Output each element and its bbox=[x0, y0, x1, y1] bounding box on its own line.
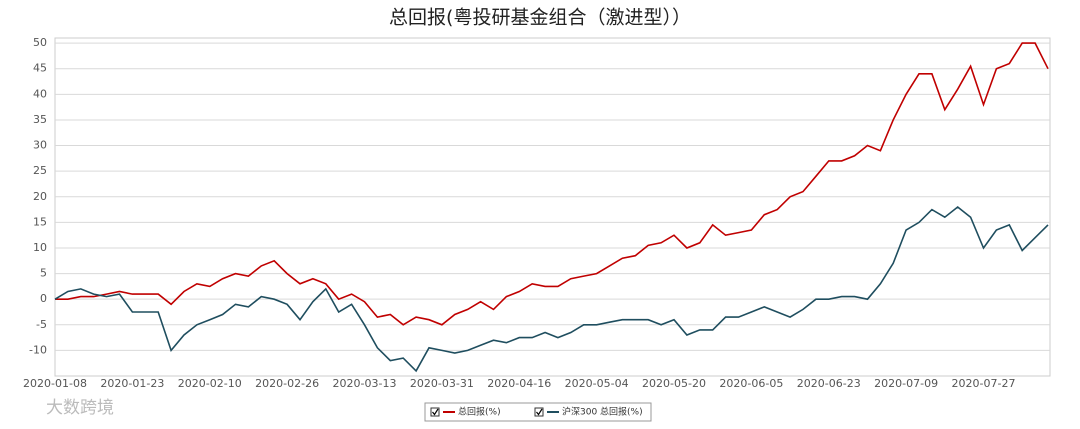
legend-checkbox bbox=[534, 407, 544, 417]
plot-area bbox=[54, 37, 1051, 377]
line-series bbox=[55, 42, 1049, 326]
y-tick-label: 30 bbox=[33, 139, 47, 152]
y-tick-label: 0 bbox=[40, 292, 47, 305]
x-tick-label: 2020-07-09 bbox=[874, 377, 938, 390]
x-tick-label: 2020-05-04 bbox=[565, 377, 629, 390]
x-tick-label: 2020-03-31 bbox=[410, 377, 474, 390]
x-tick-label: 2020-02-26 bbox=[255, 377, 319, 390]
x-tick-label: 2020-04-16 bbox=[487, 377, 551, 390]
y-tick-label: 25 bbox=[33, 164, 47, 177]
y-tick-label: -10 bbox=[29, 343, 47, 356]
chart-title: 总回报(粤投研基金组合（激进型）） bbox=[389, 7, 691, 29]
legend-checkbox bbox=[430, 407, 440, 417]
watermark: 大数跨境 bbox=[46, 398, 114, 418]
line-series bbox=[54, 205, 1049, 373]
y-tick-label: 40 bbox=[33, 87, 47, 100]
y-tick-label: 45 bbox=[33, 62, 47, 75]
y-tick-label: -5 bbox=[36, 318, 47, 331]
y-tick-label: 35 bbox=[33, 113, 47, 126]
x-tick-label: 2020-06-05 bbox=[719, 377, 783, 390]
y-tick-label: 50 bbox=[33, 36, 47, 49]
x-tick-label: 2020-03-13 bbox=[333, 377, 397, 390]
x-tick-label: 2020-07-27 bbox=[952, 377, 1016, 390]
y-tick-label: 10 bbox=[33, 241, 47, 254]
x-tick-label: 2020-01-23 bbox=[100, 377, 164, 390]
x-tick-label: 2020-02-10 bbox=[178, 377, 242, 390]
x-tick-label: 2020-01-08 bbox=[23, 377, 87, 390]
y-tick-label: 20 bbox=[33, 190, 47, 203]
x-tick-label: 2020-06-23 bbox=[797, 377, 861, 390]
legend-check bbox=[432, 408, 439, 416]
legend-label: 总回报(%) bbox=[458, 406, 501, 418]
legend-label: 沪深300 总回报(%) bbox=[562, 406, 643, 418]
x-tick-label: 2020-05-20 bbox=[642, 377, 706, 390]
legend-check bbox=[536, 408, 543, 416]
y-tick-label: 15 bbox=[33, 215, 47, 228]
y-tick-label: 5 bbox=[40, 267, 47, 280]
